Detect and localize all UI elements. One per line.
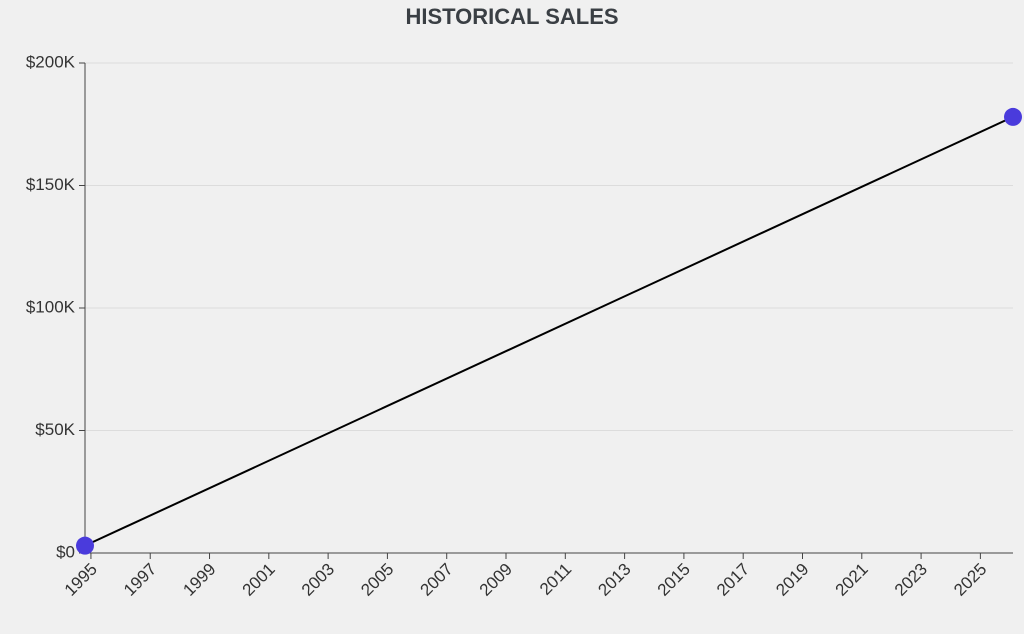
x-tick-label: 2017 — [713, 560, 753, 600]
y-tick-label: $150K — [26, 175, 76, 194]
point — [76, 536, 94, 555]
y-tick-label: $200K — [26, 52, 76, 71]
y-tick-label: $100K — [26, 297, 76, 316]
x-tick-label: 2021 — [832, 560, 872, 600]
x-tick-label: 2015 — [654, 560, 694, 600]
x-tick-label: 2019 — [772, 560, 812, 600]
x-tick-label: 2007 — [417, 560, 457, 600]
x-tick-label: 2001 — [239, 560, 279, 600]
x-tick-label: 2011 — [536, 560, 575, 599]
chart-title: HISTORICAL SALES — [405, 4, 618, 29]
x-tick-label: 1995 — [61, 560, 101, 600]
x-tick-label: 1997 — [120, 560, 160, 600]
y-tick-label: $50K — [35, 420, 75, 439]
x-tick-label: 2005 — [357, 560, 397, 600]
x-tick-label: 2009 — [476, 560, 516, 600]
y-tick-label: $0 — [56, 542, 75, 561]
line — [84, 115, 1014, 547]
x-tick-label: 2003 — [298, 560, 338, 600]
x-tick-label: 2025 — [950, 560, 990, 600]
x-tick-label: 1999 — [179, 560, 219, 600]
x-tick-label: 2023 — [891, 560, 931, 600]
point — [1004, 107, 1022, 126]
x-tick-label: 2013 — [594, 560, 634, 600]
